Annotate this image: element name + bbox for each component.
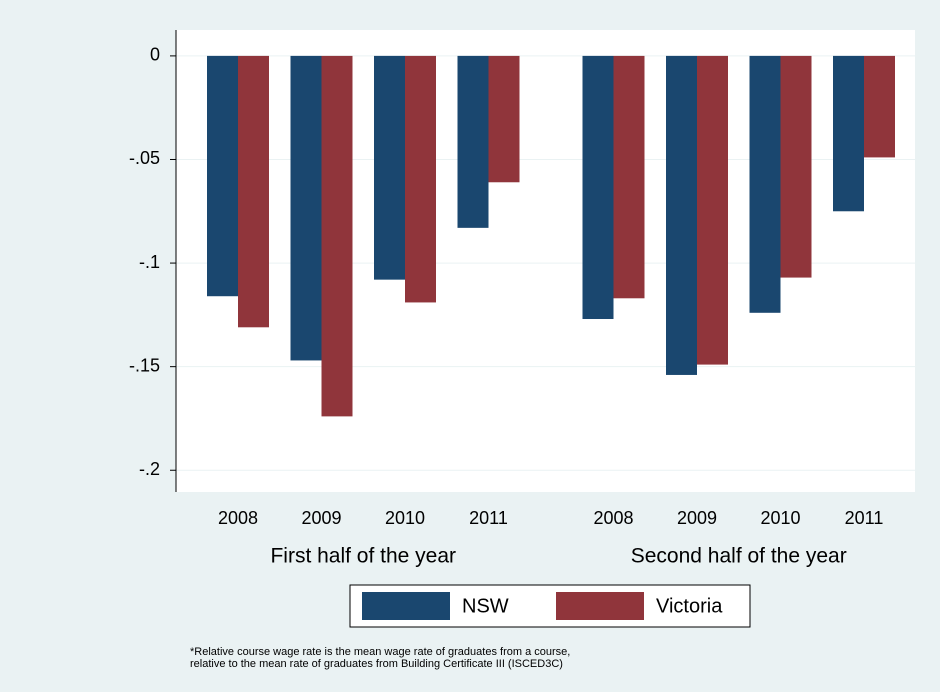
x-tick-label: 2008 <box>218 508 258 528</box>
y-tick-label: 0 <box>150 45 160 65</box>
bar <box>405 55 436 303</box>
bar <box>749 55 781 313</box>
bar <box>613 55 645 299</box>
bar <box>488 55 520 183</box>
x-tick-label: 2008 <box>593 508 633 528</box>
y-tick-label: -.1 <box>139 252 160 272</box>
bar <box>697 55 728 365</box>
legend-swatch <box>362 592 450 620</box>
legend-label: Victoria <box>656 595 723 617</box>
y-tick-label: -.15 <box>129 355 160 375</box>
x-tick-label: 2010 <box>760 508 800 528</box>
bar <box>321 55 353 417</box>
bar <box>833 55 864 212</box>
bar <box>207 55 238 297</box>
x-tick-label: 2011 <box>845 508 884 528</box>
bar <box>290 55 322 361</box>
group-label: Second half of the year <box>631 545 847 568</box>
bar <box>457 55 489 228</box>
x-tick-label: 2009 <box>301 508 341 528</box>
bar <box>238 55 269 328</box>
bar <box>582 55 614 320</box>
legend-label: NSW <box>462 595 509 617</box>
x-tick-label: 2011 <box>469 508 508 528</box>
group-label: First half of the year <box>270 545 456 568</box>
legend-swatch <box>556 592 644 620</box>
bar <box>666 55 697 375</box>
note: *Relative course wage rate is the mean w… <box>190 646 570 658</box>
x-tick-label: 2009 <box>677 508 717 528</box>
bar <box>374 55 405 280</box>
x-tick-label: 2010 <box>385 508 425 528</box>
bar <box>780 55 812 278</box>
y-tick-label: -.05 <box>129 148 160 168</box>
y-tick-label: -.2 <box>139 459 160 479</box>
note: relative to the mean rate of graduates f… <box>190 658 563 670</box>
bar <box>864 55 895 158</box>
